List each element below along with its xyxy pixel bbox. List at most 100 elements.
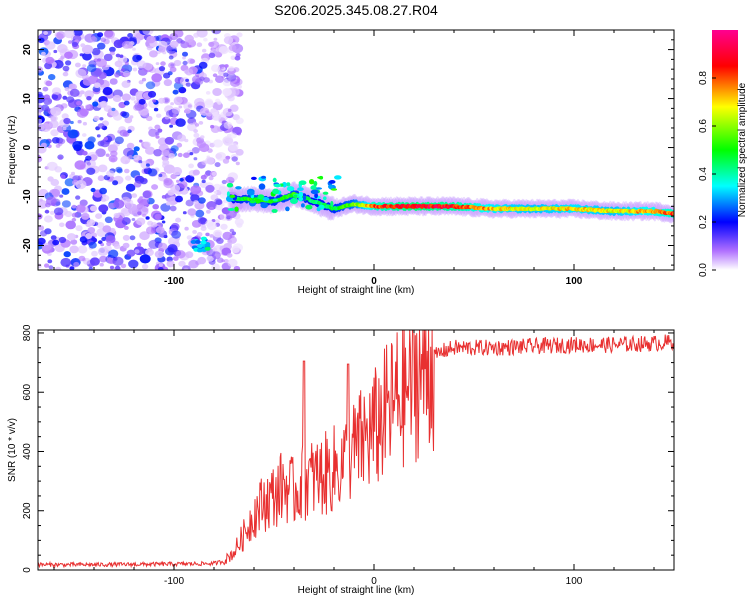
noise-blob [114,265,122,270]
noise-blob [93,82,101,88]
noise-blob [190,239,197,244]
noise-blob [139,196,143,200]
noise-blob [112,256,124,266]
noise-blob [221,259,225,263]
noise-blob [39,198,43,202]
noise-blob [235,117,244,125]
noise-blob [86,64,97,73]
noise-blob [109,78,118,85]
noise-blob [223,36,234,45]
noise-blob [235,161,240,166]
noise-blob [195,209,205,218]
noise-blob [97,247,109,256]
noise-blob [65,220,76,230]
ridge-blob [258,183,266,190]
noise-blob [185,251,194,259]
noise-blob [103,53,113,62]
noise-blob [147,168,158,177]
noise-blob [185,78,190,82]
noise-blob [85,104,91,110]
noise-blob [77,245,88,254]
noise-blob [88,241,97,249]
noise-blob [210,124,215,129]
noise-blob [50,106,62,117]
noise-blob [178,180,188,189]
noise-blob [200,240,207,245]
noise-blob [168,55,174,60]
noise-blob [138,80,144,85]
noise-blob [147,90,157,98]
noise-blob [115,53,121,58]
noise-blob [205,91,211,95]
noise-blob [222,158,230,164]
ridge-blob [297,187,304,192]
ridge-blob [247,190,255,196]
x-tick-label: 0 [371,276,377,287]
spectrogram-frame [37,29,675,271]
noise-blob [175,250,186,259]
noise-blob [215,75,224,83]
noise-blob [92,101,99,107]
ridge-blob [310,185,317,190]
noise-blob [86,162,91,166]
noise-blob [196,232,203,237]
ridge-blob [260,175,267,179]
noise-blob [80,43,86,48]
noise-blob [173,96,183,104]
noise-blob [99,117,104,121]
noise-blob [141,110,150,118]
noise-blob [139,231,150,241]
ridge-blob [315,187,322,190]
ridge-blob [235,186,242,190]
noise-blob [173,59,182,67]
noise-blob [193,157,198,161]
noise-blob [145,81,156,90]
noise-blob [176,179,180,183]
noise-blob [52,87,62,95]
noise-blob [97,140,105,147]
noise-blob [71,41,78,48]
noise-blob [126,249,136,257]
noise-blob [206,201,217,210]
noise-blob [213,139,223,148]
noise-blob [57,44,68,53]
ridge-blob [286,182,291,187]
noise-blob [78,255,86,262]
noise-blob [187,44,192,48]
noise-blob [125,183,136,192]
noise-blob [171,107,181,115]
noise-blob [147,220,154,226]
noise-blob [229,228,235,233]
noise-blob [122,242,130,249]
noise-blob [203,37,208,42]
noise-blob [69,266,75,270]
noise-blob [112,180,119,186]
noise-blob [47,259,53,264]
noise-blob [126,142,135,150]
noise-blob [139,139,143,143]
noise-blob [64,87,70,92]
noise-blob [38,37,45,43]
y-tick-label: 400 [22,443,33,460]
noise-blob [185,82,191,87]
noise-blob [49,210,55,215]
noise-blob [208,52,216,59]
noise-blob [122,234,130,241]
noise-blob [60,257,72,267]
noise-blob [55,266,62,270]
noise-blob [163,79,173,87]
noise-blob [214,162,221,168]
noise-blob [114,72,121,78]
x-tick-label: 100 [566,576,583,587]
ridge-blob [298,196,304,202]
noise-blob [81,212,90,220]
noise-blob [177,134,187,142]
noise-blob [68,40,73,44]
noise-blob [99,255,108,263]
noise-blob [63,251,71,258]
noise-blob [166,260,175,268]
noise-blob [192,169,200,176]
noise-blob [183,102,193,110]
noise-blob [82,133,87,137]
